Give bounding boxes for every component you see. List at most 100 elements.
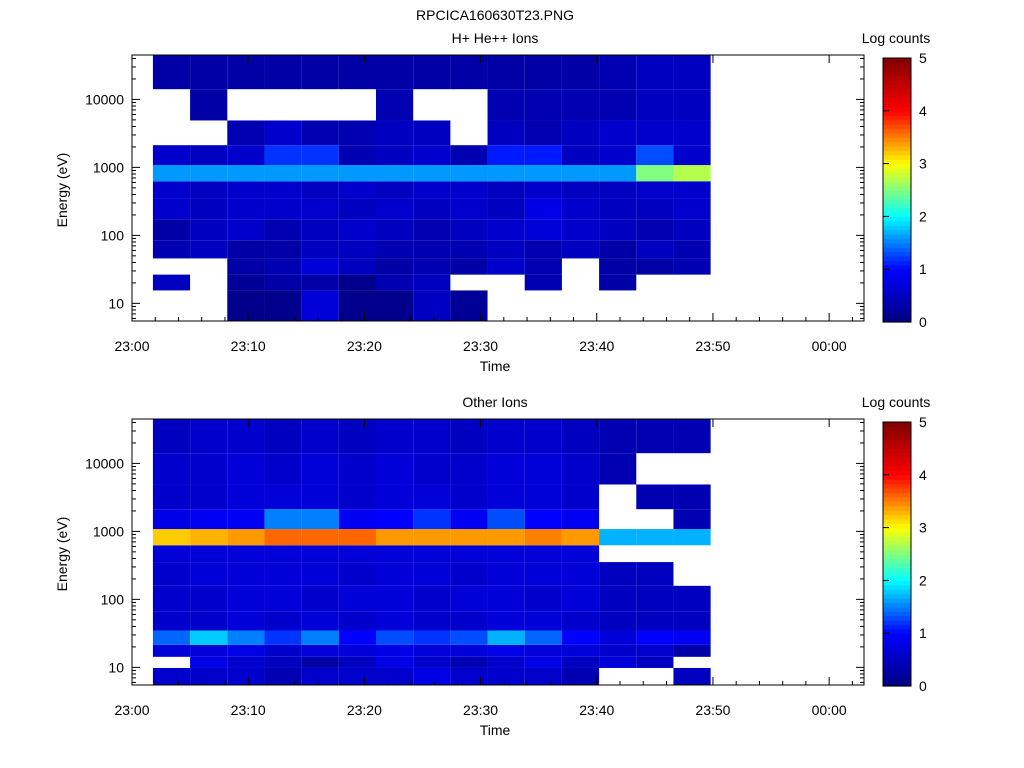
heatmap-cell: [338, 585, 376, 612]
heatmap-cell: [227, 656, 265, 668]
colorbar-segment: [883, 650, 911, 656]
colorbar-segment: [883, 282, 911, 288]
heatmap-cell: [190, 145, 228, 166]
heatmap-cell: [673, 219, 711, 241]
heatmap-cell: [376, 667, 414, 685]
heatmap-cell: [636, 562, 674, 586]
heatmap-cell: [227, 453, 265, 485]
colorbar-segment: [883, 439, 911, 445]
heatmap-cell: [636, 258, 674, 275]
x-tick-label: 00:00: [812, 338, 847, 354]
colorbar-segment: [883, 602, 911, 608]
colorbar-segment: [883, 422, 911, 427]
heatmap-cell: [227, 585, 265, 612]
heatmap-cell: [227, 290, 265, 321]
heatmap-cell: [636, 165, 674, 182]
heatmap-cell: [673, 181, 711, 199]
heatmap-cell: [338, 290, 376, 321]
colorbar-frame: [882, 421, 912, 687]
heatmap-cell: [376, 529, 414, 546]
heatmap-cell: [450, 585, 488, 612]
heatmap-cell: [301, 585, 339, 612]
heatmap-cell: [450, 453, 488, 485]
colorbar-segment: [883, 207, 911, 213]
heatmap-cell: [487, 656, 525, 668]
panel-title: H+ He++ Ions: [452, 30, 539, 46]
x-tick-label: 23:30: [463, 338, 498, 354]
heatmap-cell: [561, 644, 600, 657]
heatmap-cell: [636, 198, 674, 220]
heatmap-cell: [599, 529, 637, 546]
heatmap-cell: [524, 484, 562, 510]
heatmap-cells: [152, 55, 711, 321]
colorbar-segment: [883, 154, 911, 160]
heatmap-cell: [636, 585, 674, 612]
heatmap-cell: [376, 290, 414, 321]
heatmap-cell: [301, 181, 339, 199]
y-axis: 10 100 1000 10000: [85, 421, 864, 683]
heatmap-cell: [599, 181, 637, 199]
heatmap-cell: [487, 611, 525, 631]
colorbar-segment: [883, 137, 911, 143]
heatmap-cell: [524, 529, 562, 546]
heatmap-cell: [413, 453, 451, 485]
heatmap-cell: [524, 509, 562, 530]
heatmap-cell: [264, 55, 302, 90]
colorbar-tick-label: 3: [919, 520, 927, 536]
colorbar-segment: [883, 549, 911, 555]
heatmap-cell: [599, 630, 637, 645]
heatmap-cell: [487, 453, 525, 485]
colorbar-segment: [883, 483, 911, 489]
heatmap-cell: [376, 240, 414, 259]
colorbar-segment: [883, 554, 911, 559]
heatmap-cell: [561, 545, 600, 563]
heatmap-cell: [524, 644, 562, 657]
colorbar-segment: [883, 251, 911, 257]
heatmap-cell: [227, 198, 265, 220]
heatmap-cell: [450, 55, 488, 90]
y-axis-label: Energy (eV): [54, 517, 70, 592]
colorbar-segment: [883, 514, 911, 520]
heatmap-cell: [673, 120, 711, 146]
heatmap-cell: [338, 529, 376, 546]
colorbar-segment: [883, 518, 911, 524]
heatmap-cell: [190, 89, 228, 121]
colorbar-segment: [883, 163, 911, 169]
heatmap-cell: [561, 181, 600, 199]
heatmap-cell: [561, 667, 600, 685]
heatmap-cell: [413, 258, 451, 275]
heatmap-cell: [301, 240, 339, 259]
heatmap-cell: [190, 611, 228, 631]
colorbar-segment: [883, 190, 911, 195]
heatmap-cell: [264, 644, 302, 657]
heatmap-cell: [413, 630, 451, 645]
heatmap-cell: [338, 181, 376, 199]
heatmap-cell: [599, 453, 637, 485]
colorbar-segment: [883, 492, 911, 498]
heatmap-cell: [487, 240, 525, 259]
heatmap-cell: [190, 181, 228, 199]
heatmap-cell: [338, 656, 376, 668]
colorbar-segment: [883, 256, 911, 261]
colorbar-segment: [883, 642, 911, 647]
heatmap-cell: [338, 562, 376, 586]
colorbar-segment: [883, 545, 911, 551]
heatmap-cell: [264, 453, 302, 485]
colorbar-segment: [883, 75, 911, 81]
colorbar-segment: [883, 203, 911, 209]
colorbar-segment: [883, 677, 911, 683]
colorbar-label: Log counts: [862, 30, 931, 46]
heatmap-cell: [152, 165, 191, 182]
heatmap-cell: [338, 630, 376, 645]
colorbar-segment: [883, 172, 911, 178]
heatmap-cell: [673, 585, 711, 612]
colorbar-segment: [883, 234, 911, 239]
heatmap-cell: [413, 644, 451, 657]
heatmap-cell: [636, 89, 674, 121]
heatmap-cell: [190, 484, 228, 510]
heatmap-cell: [636, 120, 674, 146]
heatmap-cell: [190, 585, 228, 612]
heatmap-cell: [264, 165, 302, 182]
heatmap-cell: [376, 120, 414, 146]
x-axis: 23:00 23:10 23:20 23:30 23:40 23:50 00:00: [114, 55, 853, 354]
